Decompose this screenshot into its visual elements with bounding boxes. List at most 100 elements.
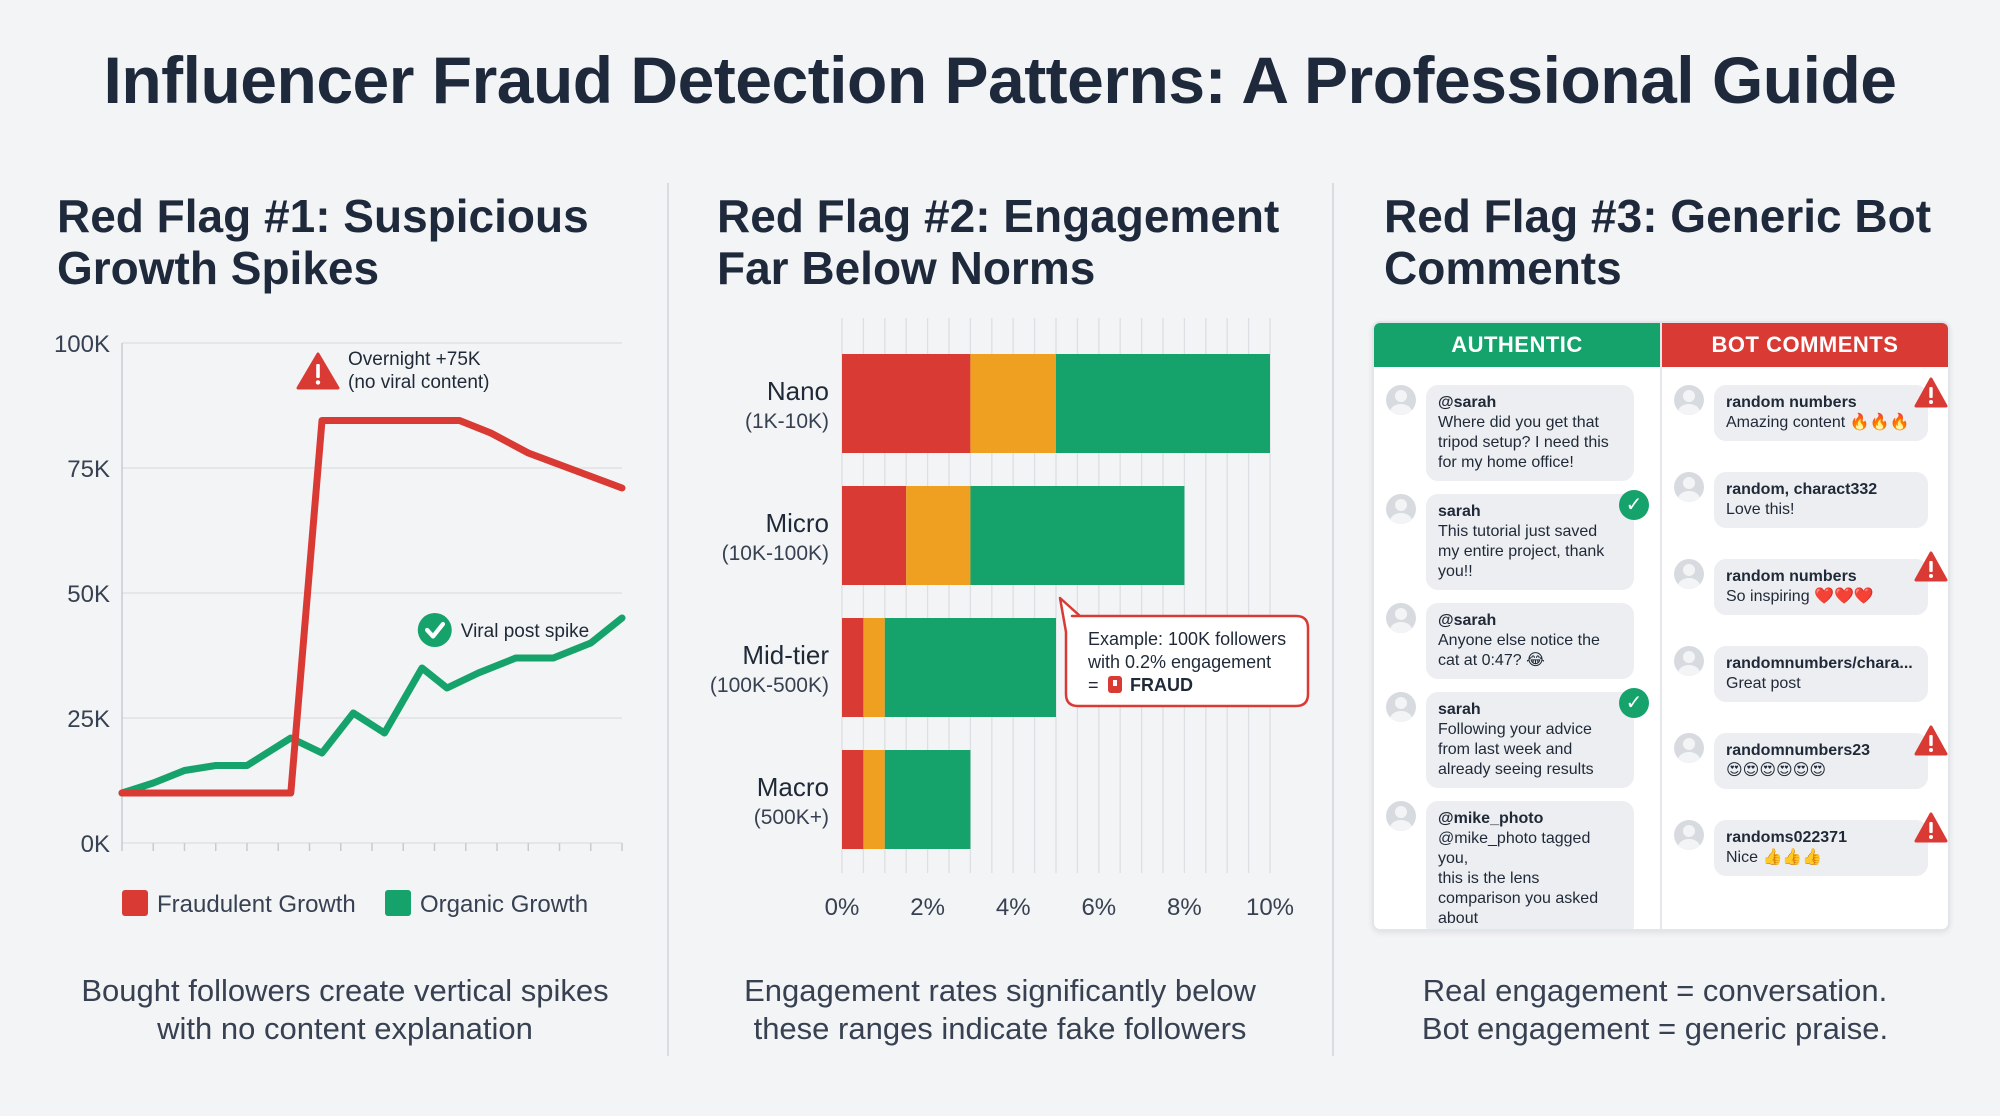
category-range-label: (10K-100K) — [722, 542, 829, 565]
comment-bubble: randomnumbers/chara... Great post — [1714, 646, 1928, 702]
comment-username: @sarah — [1438, 612, 1497, 629]
comments-caption-line1: Real engagement = conversation. — [1422, 973, 1888, 1008]
comment-username: @sarah — [1438, 394, 1497, 411]
comment-bubble: randomnumbers23 😍😍😍😍😍😍 — [1714, 733, 1928, 789]
avatar — [1386, 603, 1416, 633]
comment-username: randomnumbers23 — [1726, 742, 1871, 759]
bar-macro-seg3 — [884, 750, 971, 849]
callout-line1: Example: 100K followers — [1088, 629, 1286, 649]
avatar — [1386, 801, 1416, 831]
comment-text: already seeing results — [1438, 761, 1594, 778]
engagement-xtick-label: 4% — [996, 894, 1031, 921]
avatar — [1674, 733, 1704, 763]
bar-nano-seg3 — [1056, 354, 1270, 453]
comment-text: Following your advice — [1438, 721, 1592, 738]
comment-text: This tutorial just saved — [1438, 523, 1598, 540]
warning-icon-dot — [315, 380, 321, 385]
comment-text: my entire project, thank — [1438, 543, 1605, 560]
category-label: Mid-tier — [742, 640, 829, 670]
alarm-icon — [1108, 676, 1122, 693]
avatar — [1386, 385, 1416, 415]
engagement-heading-line2: Far Below Norms — [717, 242, 1096, 294]
check-icon-circle — [417, 613, 452, 647]
check-icon-mark — [424, 621, 446, 639]
comment-username: sarah — [1438, 503, 1481, 520]
comment-bubble: @sarah Anyone else notice the cat at 0:47?… — [1426, 603, 1634, 679]
comments-comparison-panel: AUTHENTIC @sarah Where did you get that tr… — [1372, 321, 1950, 931]
bar-midtier-seg2 — [863, 618, 885, 717]
legend-swatch-fraudulent — [122, 890, 148, 916]
growth-ytick-label: 25K — [67, 706, 110, 733]
annotation-viral-post: Viral post spike — [461, 621, 590, 642]
comment-bubble: random numbers So inspiring ❤️❤️❤️ — [1714, 559, 1928, 615]
category-range-label: (500K+) — [754, 806, 829, 829]
comment-text: 😍😍😍😍😍😍 — [1726, 762, 1827, 779]
comment-bubble: random numbers Amazing content 🔥🔥🔥 — [1714, 385, 1928, 441]
engagement-caption-line2: these ranges indicate fake followers — [753, 1011, 1247, 1046]
comments-heading-line1: Red Flag #3: Generic Bot — [1384, 190, 1932, 242]
comment-bubble: random, charact332 Love this! — [1714, 472, 1928, 528]
comment-text: comparison you asked — [1438, 890, 1599, 907]
divider-right — [1332, 183, 1334, 1056]
engagement-bar-chart: Nano (1K-10K) Micro (10K-100K) Mid-tier (100K… — [710, 318, 1310, 921]
comment-username: randoms022371 — [1726, 829, 1847, 846]
category-range-label: (1K-10K) — [745, 410, 829, 433]
bar-micro-seg3 — [970, 486, 1185, 585]
bar-midtier-seg3 — [884, 618, 1056, 717]
comment-text: Anyone else notice the — [1438, 632, 1600, 649]
fraudulent-growth-line — [118, 417, 626, 797]
comment-text: Great post — [1726, 675, 1801, 692]
authentic-column: AUTHENTIC @sarah Where did you get that tr… — [1374, 323, 1660, 929]
check-icon — [417, 613, 452, 647]
divider-left — [667, 183, 669, 1056]
page-title: Influencer Fraud Detection Patterns: A P… — [103, 43, 1897, 117]
comment-username: random numbers — [1726, 568, 1857, 585]
bar-micro-seg1 — [842, 486, 907, 585]
engagement-caption-line1: Engagement rates significantly below — [744, 973, 1256, 1008]
warning-icon-bar — [316, 364, 320, 378]
annotation-overnight-line2: (no viral content) — [348, 372, 490, 393]
growth-caption: Bought followers create vertical spikes … — [35, 972, 655, 1048]
warning-icon — [1914, 551, 1948, 582]
legend-label-fraudulent: Fraudulent Growth — [157, 891, 356, 918]
comment-text: from last week and — [1438, 741, 1573, 758]
warning-icon — [1914, 812, 1948, 843]
comment-username: sarah — [1438, 701, 1481, 718]
check-icon: ✓ — [1619, 688, 1649, 718]
comment-text: Love this! — [1726, 501, 1795, 518]
growth-ytick-label: 100K — [54, 331, 110, 358]
category-label: Micro — [765, 508, 829, 538]
comment-text: cat at 0:47? 😂 — [1438, 652, 1545, 669]
comment-text: @mike_photo tagged you, — [1438, 830, 1591, 867]
comments-caption: Real engagement = conversation. Bot enga… — [1345, 972, 1965, 1048]
growth-ytick-label: 75K — [67, 456, 110, 483]
avatar — [1674, 820, 1704, 850]
engagement-xtick-label: 10% — [1246, 894, 1294, 921]
engagement-xtick-label: 2% — [910, 894, 945, 921]
column-divider — [1660, 323, 1662, 929]
organic-growth-line — [118, 614, 626, 797]
avatar — [1386, 494, 1416, 524]
comment-text: about — [1438, 910, 1479, 927]
callout-line2: with 0.2% engagement — [1087, 652, 1271, 672]
comment-username: random, charact332 — [1726, 481, 1878, 498]
comment-bubble: sarah Following your advice from last week… — [1426, 692, 1634, 788]
comment-text: So inspiring ❤️❤️❤️ — [1726, 588, 1874, 605]
comment-username: @mike_photo — [1438, 810, 1544, 827]
engagement-heading: Red Flag #2: Engagement Far Below Norms — [717, 190, 1279, 294]
check-icon: ✓ — [1619, 490, 1649, 520]
growth-heading-line1: Red Flag #1: Suspicious — [57, 190, 589, 242]
growth-line-chart: 0K 25K 50K 75K 100K Overnight +75K(no viral … — [54, 331, 626, 918]
category-label: Macro — [757, 772, 829, 802]
growth-ytick-label: 0K — [81, 831, 110, 858]
callout-line3-prefix: = — [1088, 675, 1099, 695]
bar-macro-seg2 — [863, 750, 885, 849]
growth-caption-line2: with no content explanation — [157, 1011, 533, 1046]
bar-nano-seg2 — [970, 354, 1056, 453]
avatar — [1674, 646, 1704, 676]
bar-micro-seg2 — [906, 486, 971, 585]
legend-label-organic: Organic Growth — [420, 891, 588, 918]
bot-header: BOT COMMENTS — [1662, 323, 1948, 367]
callout-fraud-label: FRAUD — [1130, 675, 1193, 695]
comment-text: tripod setup? I need this — [1438, 434, 1609, 451]
